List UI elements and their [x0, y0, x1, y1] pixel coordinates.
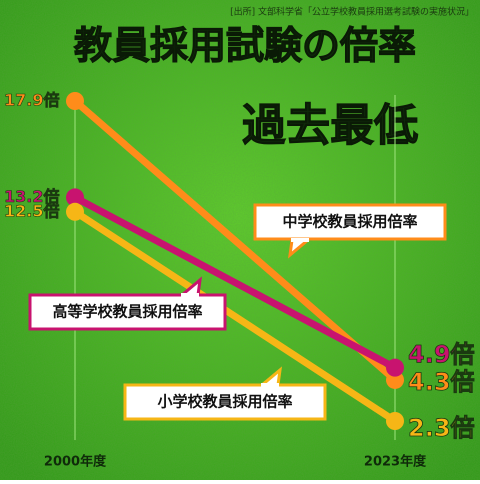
legend-label: 中学校教員採用倍率 [282, 213, 417, 231]
data-label: 17.9倍 [4, 91, 59, 110]
series-line [71, 97, 399, 384]
point [66, 92, 84, 110]
chart-title: 教員採用試験の倍率 [73, 24, 416, 68]
legend-box [28, 293, 227, 331]
data-label: 2.3倍 [408, 414, 475, 442]
data-label: 12.5倍 [4, 201, 59, 220]
legend-box [253, 203, 447, 241]
legend-tail-cover [291, 238, 309, 242]
x-tick-label: 2023年度 [364, 454, 427, 470]
legend-tail-cover [261, 383, 279, 387]
data-label: 4.9倍 [408, 341, 475, 369]
point [386, 358, 404, 377]
chart-title: 過去最低 [242, 100, 418, 151]
plot: 2000年度 2023年度 17.9倍 4.3倍 中学校教員採用倍率 13.2倍 4.9倍 高… [4, 90, 475, 470]
point [66, 202, 84, 221]
legend-box [123, 383, 327, 421]
data-label: 4.3倍 [408, 368, 475, 396]
legend-label: 小学校教員採用倍率 [157, 393, 292, 411]
x-tick-label: 2000年度 [44, 454, 107, 470]
point [386, 412, 404, 430]
point [386, 370, 404, 389]
source: [出所] 文部科学省「公立学校教員採用選考試験の実施状況」 [230, 6, 474, 18]
legend-tail-cover [181, 293, 199, 297]
series-line [71, 208, 399, 425]
point [66, 188, 84, 207]
data-label: 13.2倍 [4, 187, 59, 206]
series-line [71, 193, 399, 372]
legend-label: 高等学校教員採用倍率 [52, 303, 202, 321]
